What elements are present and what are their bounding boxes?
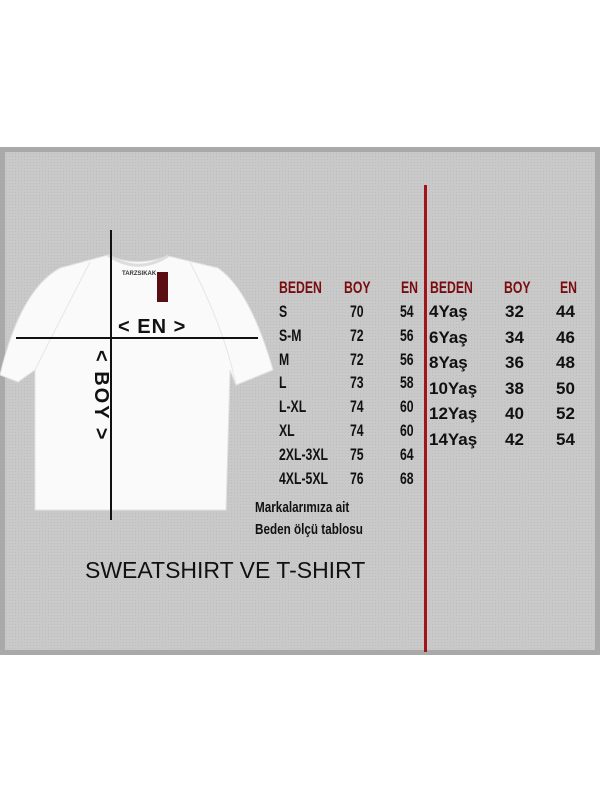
- adult-cell-en: 64: [400, 444, 414, 464]
- adult-cell-en: 60: [400, 421, 414, 440]
- adult-cell-boy: 72: [350, 325, 364, 345]
- kids-cell-en: 54: [556, 429, 575, 449]
- adult-cell-size: 4XL-5XL: [279, 468, 328, 488]
- kids-cell-boy: 38: [505, 378, 524, 398]
- adult-cell-size: L-XL: [279, 397, 307, 417]
- brand-tag: [157, 272, 168, 302]
- kids-cell-en: 50: [556, 378, 575, 398]
- adult-cell-size: M: [279, 349, 290, 369]
- kids-cell-en: 52: [556, 404, 575, 423]
- kids-cell-size: 4Yaş: [429, 302, 468, 321]
- adult-cell-en: 54: [400, 302, 414, 321]
- adult-cell-size: XL: [279, 421, 295, 440]
- kids-cell-size: 8Yaş: [429, 353, 468, 372]
- adult-cell-boy: 70: [350, 302, 364, 321]
- adult-cell-en: 58: [400, 373, 414, 393]
- kids-cell-boy: 34: [505, 327, 524, 347]
- kids-cell-en: 46: [556, 327, 575, 347]
- adult-cell-size: L: [279, 373, 287, 393]
- en-label: < EN >: [118, 316, 187, 338]
- kids-cell-boy: 40: [505, 404, 524, 423]
- adult-cell-size: S-M: [279, 325, 302, 345]
- adult-cell-en: 60: [400, 397, 414, 417]
- size-chart-panel: [0, 147, 600, 655]
- adult-cell-boy: 75: [350, 444, 364, 464]
- kids-header-boy: BOY: [504, 278, 531, 297]
- note-line-1: Markalarımıza ait: [255, 499, 350, 516]
- kids-cell-size: 14Yaş: [429, 429, 478, 449]
- kids-cell-boy: 32: [505, 302, 524, 321]
- adult-header-en: EN: [401, 278, 419, 297]
- adult-cell-en: 56: [400, 349, 414, 369]
- adult-cell-boy: 76: [350, 468, 364, 488]
- tshirt-illustration: [0, 230, 274, 520]
- kids-cell-size: 10Yaş: [429, 378, 478, 398]
- adult-cell-size: 2XL-3XL: [279, 444, 328, 464]
- kids-cell-size: 12Yaş: [429, 404, 478, 423]
- boy-label: < BOY >: [90, 350, 112, 442]
- chart-title: SWEATSHIRT VE T-SHIRT: [85, 557, 366, 583]
- kids-cell-en: 48: [556, 353, 575, 372]
- brand-label: TARZSIKAK: [122, 271, 157, 277]
- kids-cell-boy: 42: [505, 429, 524, 449]
- adult-cell-size: S: [279, 302, 288, 321]
- kids-cell-size: 6Yaş: [429, 327, 468, 347]
- kids-header-beden: BEDEN: [430, 278, 473, 297]
- adult-header-boy: BOY: [344, 278, 371, 297]
- adult-cell-boy: 74: [350, 421, 364, 440]
- adult-cell-boy: 72: [350, 349, 364, 369]
- divider-line: [424, 185, 427, 652]
- kids-header-en: EN: [560, 278, 578, 297]
- adult-cell-en: 68: [400, 468, 414, 488]
- adult-header-beden: BEDEN: [279, 278, 322, 297]
- kids-cell-en: 44: [556, 302, 575, 321]
- adult-cell-en: 56: [400, 325, 414, 345]
- kids-cell-boy: 36: [505, 353, 524, 372]
- note-line-2: Beden ölçü tablosu: [255, 521, 363, 538]
- adult-cell-boy: 73: [350, 373, 364, 393]
- adult-cell-boy: 74: [350, 397, 364, 417]
